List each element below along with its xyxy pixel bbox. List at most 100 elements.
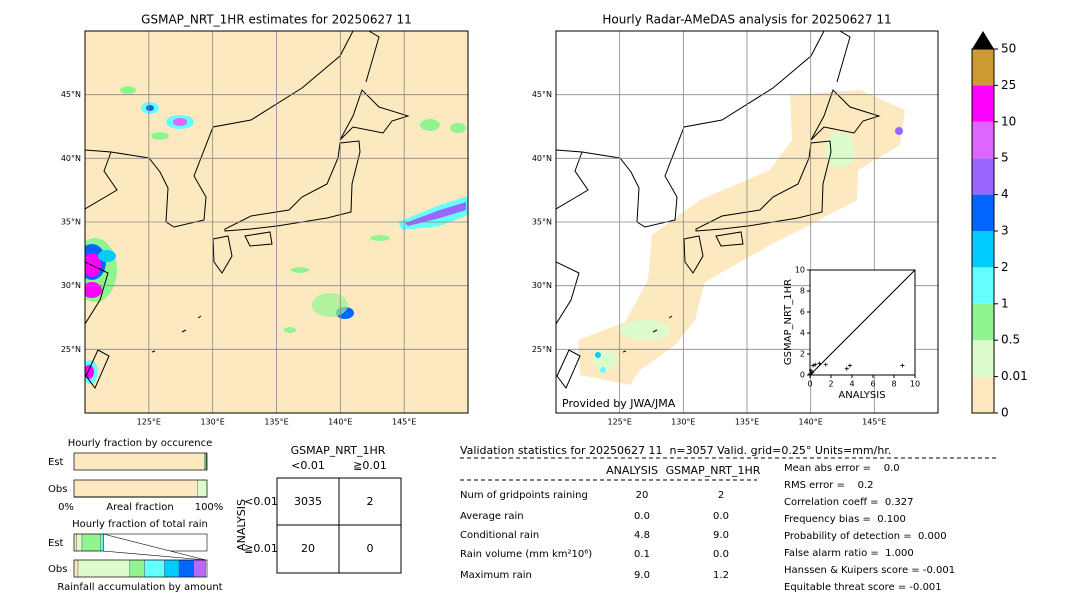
y-tick-label: 2 bbox=[800, 350, 805, 359]
colorbar-label: 10 bbox=[1001, 114, 1016, 128]
row-header: ≧0.01 bbox=[244, 542, 278, 555]
bar-segment bbox=[73, 559, 79, 578]
x-tick-label: 10 bbox=[910, 380, 920, 389]
scatter-point bbox=[900, 363, 905, 368]
lat-tick-label: 30°N bbox=[532, 281, 552, 290]
bar-segment bbox=[77, 559, 131, 578]
lon-tick-label: 130°E bbox=[201, 418, 225, 427]
colorbar-label: 3 bbox=[1001, 224, 1009, 238]
x-tick-label: 0% bbox=[58, 502, 74, 513]
lon-tick-label: 140°E bbox=[328, 418, 352, 427]
validation-header: Validation statistics for 20250627 11 n=… bbox=[460, 444, 891, 457]
category-label: Est bbox=[48, 457, 64, 468]
bar-segment bbox=[197, 479, 208, 498]
map-frame bbox=[84, 30, 469, 414]
map-title: Hourly Radar-AMeDAS analysis for 2025062… bbox=[602, 13, 891, 27]
lon-tick-label: 145°E bbox=[392, 418, 416, 427]
scatter-point bbox=[813, 362, 818, 367]
validation-table: Num of gridpoints raining 20 2 Average rain… bbox=[460, 463, 955, 593]
bar-segment bbox=[193, 559, 206, 578]
lat-tick-label: 35°N bbox=[532, 218, 552, 227]
score: Correlation coeff = 0.327 bbox=[784, 497, 914, 508]
x-axis-label: Areal fraction bbox=[106, 502, 173, 513]
credit: Provided by JWA/JMA bbox=[562, 397, 676, 410]
chart-title: Hourly fraction of total rain bbox=[72, 519, 208, 530]
bar-frame bbox=[73, 559, 208, 578]
row-header: <0.01 bbox=[244, 495, 278, 508]
bar-segment bbox=[100, 533, 104, 552]
column-header: ≧0.01 bbox=[353, 459, 387, 472]
table-cell: 0 bbox=[367, 542, 374, 555]
colorbar-bin bbox=[972, 194, 994, 231]
gridlines bbox=[556, 31, 938, 413]
rain-patches bbox=[593, 127, 903, 373]
y-tick-label: 4 bbox=[800, 329, 805, 338]
colorbar: 0 0.01 0.5 1 2 3 4 5 10 25 50 bbox=[971, 31, 1028, 420]
score: Probability of detection = 0.000 bbox=[784, 531, 947, 542]
scatter-point bbox=[810, 370, 815, 375]
table-cell: 2 bbox=[718, 490, 724, 501]
lon-tick-label: 145°E bbox=[862, 418, 886, 427]
x-tick-label: 4 bbox=[849, 380, 854, 389]
lon-tick-label: 125°E bbox=[137, 418, 161, 427]
colorbar-label: 0 bbox=[1001, 406, 1009, 420]
scatter-point bbox=[823, 362, 828, 367]
bar-segment bbox=[76, 533, 83, 552]
lat-tick-label: 30°N bbox=[61, 281, 81, 290]
colorbar-label: 2 bbox=[1001, 260, 1009, 274]
y-tick-label: 10 bbox=[795, 266, 805, 275]
lon-tick-label: 140°E bbox=[799, 418, 823, 427]
row-label: Num of gridpoints raining bbox=[460, 490, 588, 501]
colorbar-bin bbox=[972, 267, 994, 304]
lat-tick-label: 25°N bbox=[61, 345, 81, 354]
colorbar-bin bbox=[972, 158, 994, 195]
row-label: Maximum rain bbox=[460, 570, 532, 581]
bar-segment bbox=[129, 559, 145, 578]
bar-segment bbox=[144, 559, 165, 578]
y-tick-label: 8 bbox=[800, 287, 805, 296]
colorbar-bin bbox=[972, 49, 994, 86]
column-header: ANALYSIS bbox=[606, 464, 658, 477]
bar-segment bbox=[73, 533, 77, 552]
score: False alarm ratio = 1.000 bbox=[784, 548, 914, 559]
gridlines bbox=[85, 31, 468, 413]
table-cell: 0.0 bbox=[634, 511, 650, 522]
table-title: GSMAP_NRT_1HR bbox=[291, 444, 386, 457]
scatter-point bbox=[811, 363, 816, 368]
scatter-point bbox=[844, 366, 849, 371]
table-cell: 1.2 bbox=[713, 570, 729, 581]
colorbar-bin bbox=[972, 121, 994, 159]
lat-tick-label: 25°N bbox=[532, 345, 552, 354]
scatter-point bbox=[808, 371, 812, 376]
table-cell: 0.1 bbox=[634, 549, 650, 560]
lat-tick-label: 40°N bbox=[61, 154, 81, 163]
colorbar-bin bbox=[972, 303, 994, 341]
lat-tick-label: 40°N bbox=[532, 154, 552, 163]
scatter-y-label: GSMAP_NRT_1HR bbox=[783, 279, 794, 365]
table-cell: 3035 bbox=[294, 495, 322, 508]
score: Hanssen & Kuipers score = -0.001 bbox=[784, 565, 955, 576]
category-label: Est bbox=[48, 538, 64, 549]
scatter: 0 2 4 6 8 10 0 2 4 6 8 10 bbox=[795, 266, 920, 389]
score: Mean abs error = 0.0 bbox=[784, 463, 900, 474]
scatter-point bbox=[809, 368, 814, 373]
colorbar-label: 50 bbox=[1001, 42, 1016, 56]
fraction-charts: Hourly fraction by occurence Areal fracti… bbox=[48, 438, 223, 593]
colorbar-label: 4 bbox=[1001, 187, 1009, 201]
scatter-point bbox=[847, 363, 852, 368]
lon-tick-label: 135°E bbox=[735, 418, 759, 427]
row-label: Conditional rain bbox=[460, 530, 539, 541]
lon-tick-label: 130°E bbox=[671, 418, 695, 427]
row-label: Average rain bbox=[460, 511, 524, 522]
lat-tick-label: 45°N bbox=[61, 90, 81, 99]
table-cell: 2 bbox=[367, 495, 374, 508]
x-tick-label: 0 bbox=[807, 380, 812, 389]
score: RMS error = 0.2 bbox=[784, 480, 874, 491]
lat-tick-label: 45°N bbox=[532, 90, 552, 99]
x-tick-label: 2 bbox=[828, 380, 833, 389]
connector bbox=[102, 533, 206, 561]
bar-segment bbox=[164, 559, 180, 578]
colorbar-label: 25 bbox=[1001, 78, 1016, 92]
map-title: GSMAP_NRT_1HR estimates for 20250627 11 bbox=[141, 13, 412, 27]
